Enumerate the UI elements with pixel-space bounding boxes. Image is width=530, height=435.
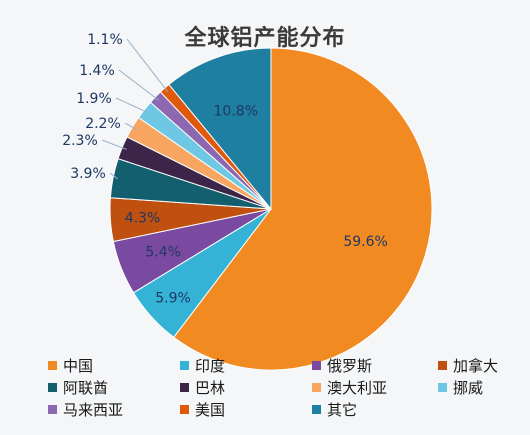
legend-item-australia: 澳大利亚 (312, 377, 387, 397)
data-label-malaysia: 1.4% (79, 63, 115, 79)
legend-label-others: 其它 (327, 400, 358, 419)
legend-item-russia: 俄罗斯 (312, 355, 372, 375)
legend-label-australia: 澳大利亚 (327, 378, 388, 397)
legend-label-china: 中国 (63, 356, 94, 375)
legend-label-india: 印度 (195, 356, 226, 375)
legend-item-india: 印度 (180, 355, 225, 375)
data-label-india: 5.9% (155, 290, 191, 306)
legend-label-bahrain: 巴林 (195, 378, 226, 397)
leader-line-bahrain (101, 139, 127, 150)
legend-swatch-india (180, 360, 189, 370)
legend-label-norway: 挪威 (453, 378, 484, 397)
leader-line-usa (126, 38, 169, 93)
legend-swatch-uae (48, 382, 57, 392)
legend-item-usa: 美国 (180, 399, 225, 419)
legend-item-norway: 挪威 (438, 377, 483, 397)
chart-title: 全球铝产能分布 (184, 26, 346, 51)
data-label-canada: 4.3% (125, 211, 161, 227)
data-label-russia: 5.4% (145, 244, 181, 260)
legend-swatch-others (312, 404, 321, 414)
data-label-bahrain: 2.3% (62, 133, 98, 149)
legend-swatch-australia (312, 382, 321, 392)
legend-label-uae: 阿联酋 (63, 378, 109, 397)
data-label-australia: 2.2% (85, 116, 121, 132)
legend-label-canada: 加拿大 (453, 356, 499, 375)
data-label-china: 59.6% (343, 234, 387, 250)
legend-swatch-canada (438, 360, 447, 370)
legend-item-others: 其它 (312, 399, 357, 419)
data-label-norway: 1.9% (76, 91, 112, 107)
legend-item-uae: 阿联酋 (48, 377, 108, 397)
leader-line-australia (124, 122, 137, 130)
pie-slice-china (173, 47, 433, 371)
pie-slice-others (168, 47, 272, 211)
legend-label-malaysia: 马来西亚 (63, 400, 124, 419)
legend-item-canada: 加拿大 (438, 355, 498, 375)
legend-swatch-china (48, 360, 57, 370)
legend-swatch-malaysia (48, 404, 57, 414)
data-label-others: 10.8% (214, 103, 258, 119)
legend-label-russia: 俄罗斯 (327, 356, 373, 375)
legend-item-malaysia: 马来西亚 (48, 399, 123, 419)
legend-item-china: 中国 (48, 355, 93, 375)
legend-item-bahrain: 巴林 (180, 377, 225, 397)
leader-line-norway (115, 97, 149, 114)
legend-swatch-usa (180, 404, 189, 414)
legend-swatch-bahrain (180, 382, 189, 392)
leader-line-uae (109, 172, 119, 180)
leader-line-malaysia (118, 69, 160, 101)
data-label-usa: 1.1% (87, 32, 123, 48)
legend-swatch-norway (438, 382, 447, 392)
legend-swatch-russia (312, 360, 321, 370)
data-label-uae: 3.9% (70, 166, 106, 182)
legend-label-usa: 美国 (195, 400, 226, 419)
